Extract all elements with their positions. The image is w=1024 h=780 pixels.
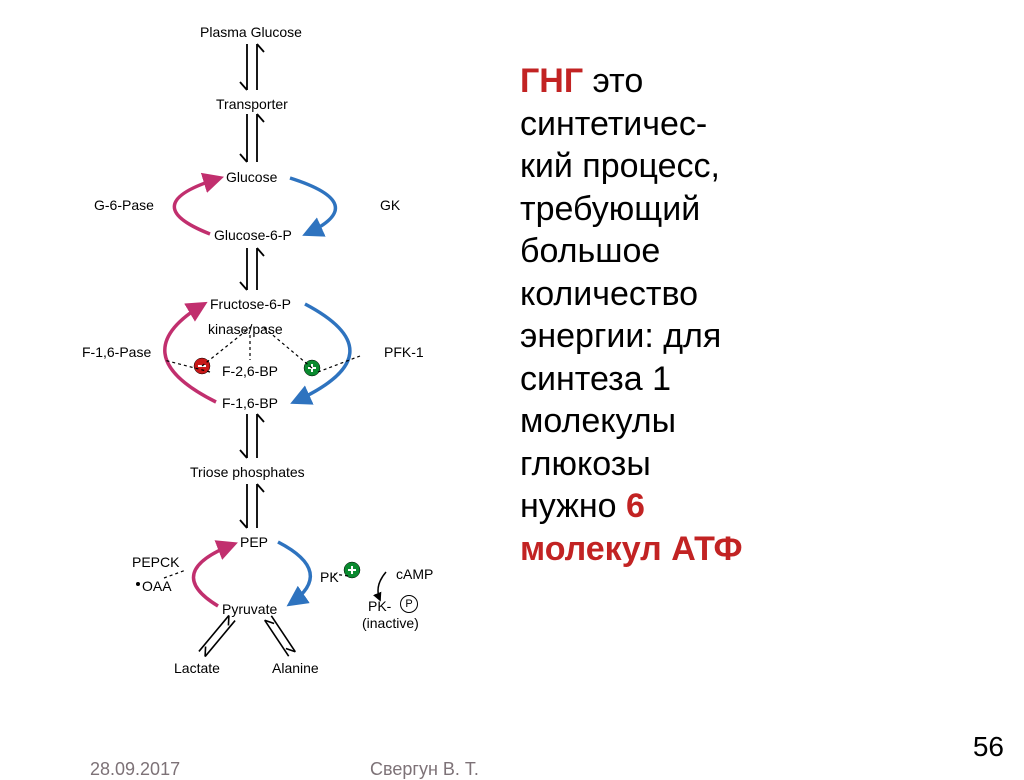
line2: синтетичес-	[520, 105, 707, 143]
pathway-node-oaa: OAA	[142, 578, 172, 594]
line3: кий процесс,	[520, 147, 720, 185]
pathway-node-camp: cAMP	[396, 566, 433, 582]
pathway-node-gk: GK	[380, 197, 400, 213]
pathway-node-lactate: Lactate	[174, 660, 220, 676]
line11a: нужно	[520, 487, 626, 525]
pathway-node-pep: PEP	[240, 534, 268, 550]
line6: количество	[520, 275, 698, 313]
pathway-node-g6p: Glucose-6-P	[214, 227, 292, 243]
line8: синтеза 1	[520, 360, 671, 398]
line5: большое	[520, 232, 660, 270]
pathway-node-inactive: (inactive)	[362, 615, 419, 631]
line10: глюкозы	[520, 445, 651, 483]
footer-author: Свергун В. Т.	[370, 759, 479, 780]
pathway-node-pk: PK	[320, 569, 339, 585]
line4: требующий	[520, 190, 700, 228]
diagram-svg	[90, 24, 490, 744]
pathway-node-transporter: Transporter	[216, 96, 288, 112]
pathway-node-pyruvate: Pyruvate	[222, 601, 277, 617]
line7: энергии: для	[520, 317, 721, 355]
pathway-node-f16bp: F-1,6-BP	[222, 395, 278, 411]
footer-date: 28.09.2017	[90, 759, 180, 780]
heading-gng: ГНГ	[520, 62, 583, 100]
pathway-node-pkcircle: P	[400, 595, 418, 613]
pathway-node-alanine: Alanine	[272, 660, 319, 676]
pathway-diagram: Plasma Glucose Transporter Glucose Glucose-…	[90, 24, 490, 744]
pathway-node-f16pase: F-1,6-Pase	[82, 344, 151, 360]
pathway-node-pkp: PK-	[368, 598, 391, 614]
line11b: 6	[626, 487, 645, 525]
footer-page: 56	[973, 731, 1004, 763]
pathway-node-f26bp: F-2,6-BP	[222, 363, 278, 379]
pathway-node-kinpase: kinase/pase	[208, 321, 283, 337]
pathway-node-plasma: Plasma Glucose	[200, 24, 302, 40]
line9: молекулы	[520, 402, 676, 440]
pathway-node-f6p: Fructose-6-P	[210, 296, 291, 312]
pathway-node-g6pase: G-6-Pase	[94, 197, 154, 213]
line1-rest: это	[583, 62, 643, 100]
pathway-node-pfk1: PFK-1	[384, 344, 424, 360]
pathway-node-pepck: PEPCK	[132, 554, 179, 570]
pathway-node-glucose: Glucose	[226, 169, 277, 185]
description-text: ГНГ это синтетичес- кий процесс, требующ…	[520, 60, 980, 570]
line12: молекул АТФ	[520, 530, 743, 568]
pathway-node-triose: Triose phosphates	[190, 464, 305, 480]
